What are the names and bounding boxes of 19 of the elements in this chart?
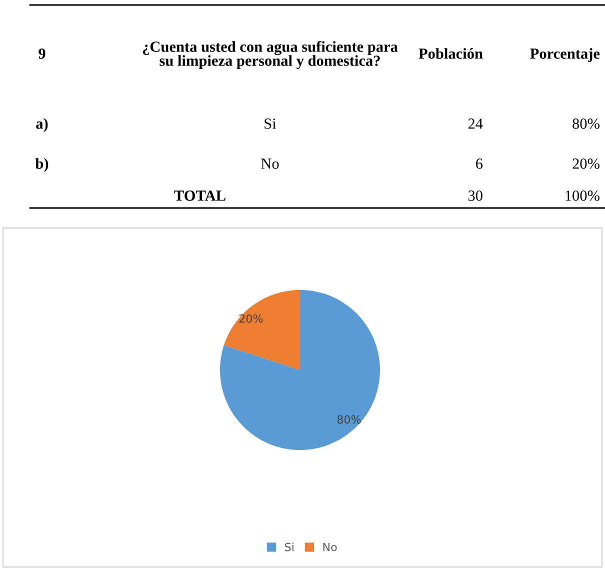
legend-label: Si xyxy=(285,542,294,552)
text: 80% xyxy=(572,118,600,129)
data-label: 80% xyxy=(337,415,361,424)
text: ¿Cuenta usted con agua suficiente para su limpieza personal y domestica? xyxy=(142,40,398,70)
text: 24 xyxy=(468,118,483,129)
text: 9 xyxy=(38,48,46,59)
text: Si xyxy=(264,118,276,129)
text: Porcentaje xyxy=(530,48,600,62)
text: Población xyxy=(418,48,483,59)
text: TOTAL xyxy=(174,190,226,201)
text: 20% xyxy=(572,158,600,169)
text: No xyxy=(261,158,279,169)
text: 30 xyxy=(468,190,482,201)
text: a) xyxy=(36,118,48,132)
text: 100% xyxy=(566,190,600,201)
legend-label: No xyxy=(323,542,337,552)
text: 6 xyxy=(476,158,483,169)
text: b) xyxy=(35,158,48,172)
data-label: 20% xyxy=(239,314,263,323)
